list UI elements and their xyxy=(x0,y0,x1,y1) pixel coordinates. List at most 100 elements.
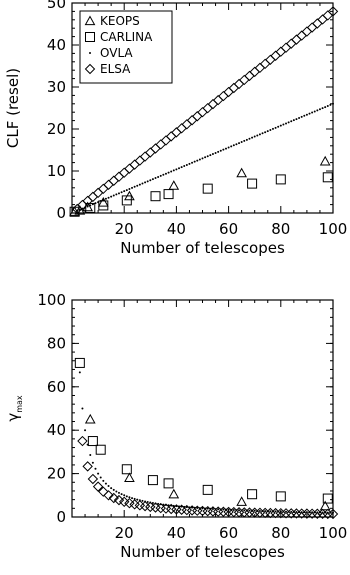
ovla-point xyxy=(248,137,251,140)
series-carlina xyxy=(69,172,333,217)
elsa-point xyxy=(103,490,114,501)
series-ovla xyxy=(76,102,334,212)
ovla-point xyxy=(128,496,131,499)
ovla-point xyxy=(332,102,334,105)
ovla-point xyxy=(149,179,152,182)
ovla-point xyxy=(131,497,134,500)
elsa-point xyxy=(82,195,93,207)
ovla-point xyxy=(201,157,204,160)
ovla-point xyxy=(287,121,290,124)
ovla-point xyxy=(227,508,230,511)
ovla-point xyxy=(224,147,227,150)
ovla-point xyxy=(326,511,329,514)
ovla-point xyxy=(227,146,230,149)
elsa-point xyxy=(171,127,182,138)
ovla-point xyxy=(248,509,251,512)
ovla-point xyxy=(136,184,139,187)
elsa-point xyxy=(312,508,323,519)
ovla-point xyxy=(251,136,254,139)
ovla-point xyxy=(264,510,267,513)
elsa-point xyxy=(212,94,224,106)
ovla-point xyxy=(211,507,214,510)
elsa-point xyxy=(113,494,125,506)
elsa-point xyxy=(134,155,146,166)
keops-point xyxy=(97,196,109,207)
ovla-point xyxy=(117,491,120,494)
ovla-point xyxy=(91,203,94,206)
ovla-point xyxy=(318,108,321,111)
elsa-point xyxy=(317,14,328,25)
y-axis-title-sub: max xyxy=(15,395,24,413)
ovla-point xyxy=(235,143,238,146)
ovla-point xyxy=(123,494,126,497)
ovla-point xyxy=(300,511,303,514)
ovla-point xyxy=(178,167,181,170)
legend-marker-elsa xyxy=(84,63,96,75)
elsa-point xyxy=(98,486,109,497)
ovla-point xyxy=(76,209,79,212)
ovla-point xyxy=(136,498,139,501)
ovla-point xyxy=(154,177,157,180)
elsa-point xyxy=(259,58,271,70)
ovla-point xyxy=(290,120,293,123)
ovla-point xyxy=(97,201,100,204)
ovla-point xyxy=(232,509,235,511)
ovla-point xyxy=(269,510,272,513)
elsa-point xyxy=(87,191,99,203)
x-tick-label: 40 xyxy=(167,220,186,238)
ovla-point xyxy=(144,181,147,184)
ovla-point xyxy=(230,145,233,148)
series-keops xyxy=(69,155,331,216)
y-tick-label: 80 xyxy=(47,334,66,352)
elsa-point xyxy=(228,82,240,94)
ovla-point xyxy=(206,155,209,158)
ovla-point xyxy=(311,511,314,514)
carlina-point xyxy=(163,478,174,489)
keops-point xyxy=(124,472,135,483)
ovla-point xyxy=(303,114,306,117)
legend-label-carlina: CARLINA xyxy=(100,30,153,44)
elsa-point xyxy=(186,115,198,126)
ovla-point xyxy=(253,509,256,512)
elsa-point xyxy=(160,135,172,146)
elsa-point xyxy=(249,66,260,78)
ovla-point xyxy=(110,195,113,198)
ovla-point xyxy=(91,461,94,464)
ovla-point xyxy=(326,104,329,107)
ovla-point xyxy=(240,141,243,144)
carlina-point xyxy=(322,172,333,183)
elsa-point xyxy=(150,143,161,154)
elsa-point xyxy=(82,461,93,472)
ovla-point xyxy=(245,138,248,141)
x-tick-label: 40 xyxy=(167,524,186,542)
ovla-point xyxy=(191,161,194,164)
ovla-point xyxy=(243,139,246,142)
elsa-point xyxy=(296,30,307,41)
x-axis-title: Number of telescopes xyxy=(120,239,285,257)
ovla-point xyxy=(99,476,102,479)
ovla-point xyxy=(279,510,282,513)
carlina-point xyxy=(87,436,98,447)
carlina-point xyxy=(322,493,333,504)
ovla-point xyxy=(117,192,120,195)
y-tick-label: 30 xyxy=(47,78,66,96)
elsa-point xyxy=(280,42,292,53)
ovla-point xyxy=(151,502,154,504)
legend-marker-keops xyxy=(84,15,96,26)
elsa-point xyxy=(77,435,88,447)
y-tick-label: 60 xyxy=(47,378,66,396)
y-tick-label: 0 xyxy=(56,508,66,526)
y-tick-label: 10 xyxy=(47,162,66,180)
ovla-point xyxy=(264,131,267,134)
ovla-point xyxy=(188,162,191,165)
ovla-point xyxy=(196,506,199,509)
ovla-point xyxy=(295,510,298,513)
legend: KEOPS CARLINA OVLA ELSA xyxy=(79,10,173,84)
ovla-point xyxy=(321,511,324,514)
elsa-point xyxy=(113,171,125,182)
elsa-point xyxy=(92,187,104,199)
ovla-point xyxy=(162,173,165,176)
elsa-point xyxy=(207,98,219,110)
y-tick-label: 100 xyxy=(37,291,66,309)
carlina-point xyxy=(247,489,258,500)
